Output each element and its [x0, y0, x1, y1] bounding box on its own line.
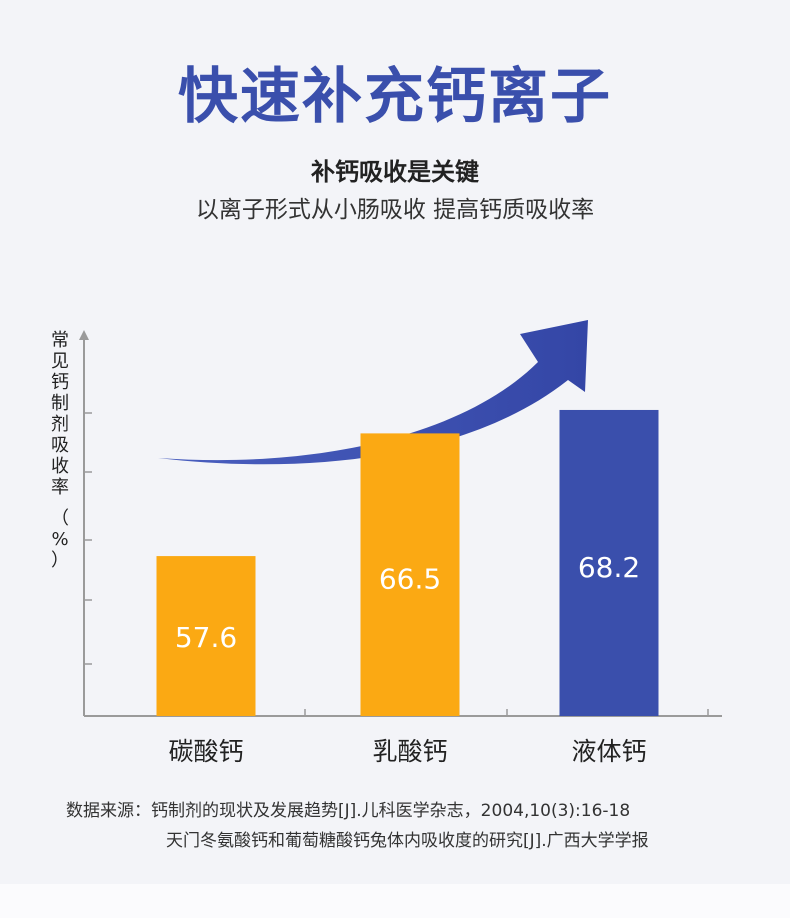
y-axis-label-text: 常见钙制剂吸收率 [46, 330, 74, 498]
x-axis-labels: 碳酸钙 乳酸钙 液体钙 [168, 737, 646, 766]
y-axis-label: 常见钙制剂吸收率 （%） [46, 330, 74, 571]
source-line-2: 天门冬氨酸钙和葡萄糖酸钙兔体内吸收度的研究[J].广西大学学报 [166, 831, 649, 851]
y-axis-unit: （%） [46, 508, 74, 571]
footer-band [0, 884, 790, 918]
page-description: 以离子形式从小肠吸收 提高钙质吸收率 [195, 197, 595, 223]
data-source: 数据来源：钙制剂的现状及发展趋势[J].儿科医学杂志，2004,10(3):16… [66, 796, 746, 856]
y-axis-label-char: 见 [51, 351, 69, 372]
source-label: 数据来源： [66, 801, 151, 821]
y-axis-label-char: 收 [51, 456, 69, 477]
bar-value-label: 57.6 [175, 621, 237, 654]
y-axis-unit-char: ） [51, 550, 69, 571]
y-axis-label-char: 常 [51, 330, 69, 351]
y-axis-label-char: 吸 [51, 435, 69, 456]
bar-1 [156, 556, 256, 716]
trend-arrow [158, 320, 588, 465]
page-subtitle: 补钙吸收是关键 [311, 158, 479, 186]
bar-3 [559, 409, 659, 716]
category-label: 乳酸钙 [372, 737, 447, 766]
y-axis-label-char: 率 [51, 477, 69, 498]
source-line-1: 钙制剂的现状及发展趋势[J].儿科医学杂志，2004,10(3):16-18 [151, 801, 631, 821]
y-axis-unit-char: % [51, 529, 69, 550]
bar-2 [360, 433, 460, 716]
y-axis-label-char: 剂 [51, 414, 69, 435]
y-axis-label-char: 钙 [51, 372, 69, 393]
bar-value-label: 68.2 [578, 551, 640, 584]
bar-value-label: 66.5 [379, 562, 441, 595]
page-title: 快速补充钙离子 [178, 62, 612, 132]
category-label: 碳酸钙 [168, 737, 243, 766]
y-axis-label-char: 制 [51, 393, 69, 414]
chart-bars: 57.6 66.5 68.2 [156, 409, 659, 716]
y-axis-unit-char: （ [51, 508, 69, 529]
y-axis-arrowhead [79, 330, 89, 340]
category-label: 液体钙 [571, 737, 646, 766]
